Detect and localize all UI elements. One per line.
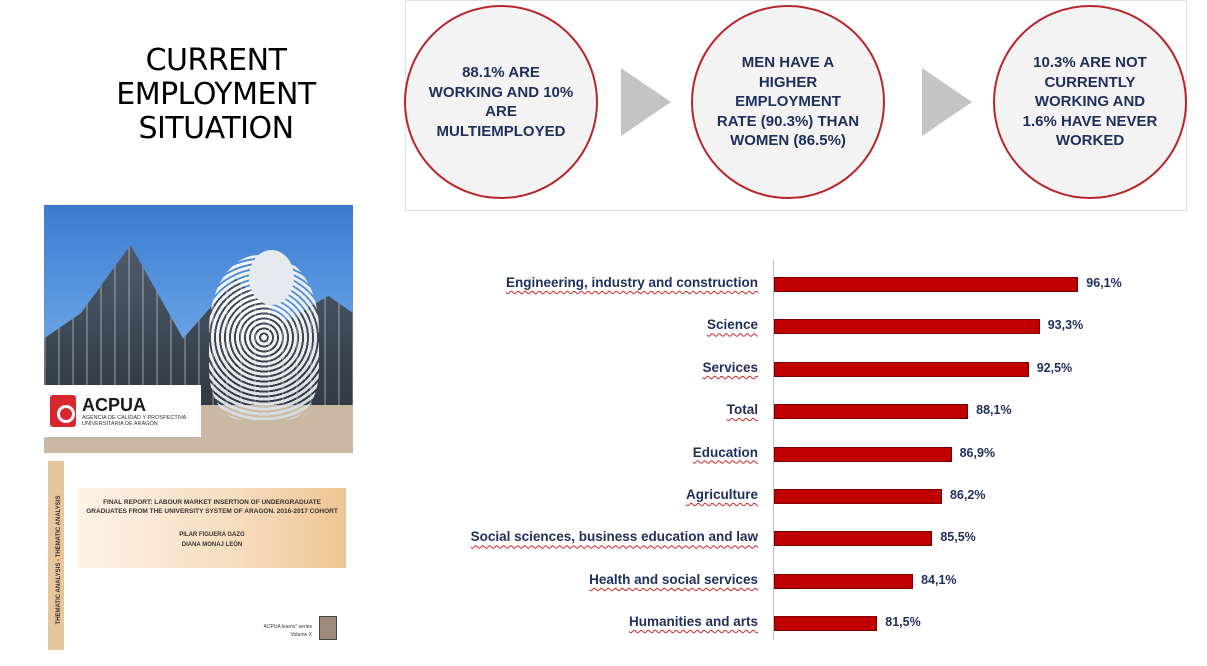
value-label: 81,5% (885, 615, 921, 630)
summary-circle-working: 88.1% ARE WORKING AND 10% ARE MULTIEMPLO… (404, 5, 598, 199)
value-label: 86,2% (949, 488, 986, 502)
acpua-logo: ACPUA AGENCIA DE CALIDAD Y PROSPECTIVA U… (44, 385, 201, 437)
cover-lower: THEMATIC ANALYSIS - THEMATIC ANALYSIS FI… (44, 453, 353, 650)
title-line-2: EMPLOYMENT (116, 77, 316, 112)
summary-text-working: 88.1% ARE WORKING AND 10% ARE MULTIEMPLO… (428, 64, 574, 140)
value-label: 96,1% (1086, 276, 1122, 290)
value-label: 85,5% (940, 530, 976, 545)
logo-subtitle: AGENCIA DE CALIDAD Y PROSPECTIVA UNIVERS… (82, 415, 186, 427)
bar (774, 489, 942, 504)
category-label: Education (692, 444, 758, 460)
bar (774, 404, 969, 420)
category-label: Total (726, 402, 758, 418)
summary-circle-not-working: 10.3% ARE NOT CURRENTLY WORKING AND 1.6%… (993, 5, 1187, 199)
summary-text-gender: MEN HAVE A HIGHER EMPLOYMENT RATE (90.3%… (716, 54, 860, 150)
category-label: Engineering, industry and construction (505, 275, 758, 290)
report-author-1: PILAR FIGUERA GAZO (179, 532, 245, 538)
value-label: 93,3% (1047, 318, 1084, 333)
series-label: ACPUA learns" series Volume X (254, 623, 312, 639)
logo-name: ACPUA (82, 395, 147, 415)
report-title: FINAL REPORT: LABOUR MARKET INSERTION OF… (86, 499, 338, 515)
series-line-1: ACPUA learns" series (263, 624, 312, 630)
report-cover: ACPUA AGENCIA DE CALIDAD Y PROSPECTIVA U… (44, 205, 353, 650)
value-label: 92,5% (1036, 360, 1073, 375)
report-title-box: FINAL REPORT: LABOUR MARKET INSERTION OF… (78, 488, 346, 568)
value-label: 86,9% (959, 445, 996, 460)
summary-circle-gender: MEN HAVE A HIGHER EMPLOYMENT RATE (90.3%… (691, 5, 885, 199)
arrow-right-icon (922, 68, 972, 136)
series-line-2: Volume X (290, 632, 312, 638)
category-label: Health and social services (589, 571, 758, 587)
bar (774, 531, 933, 547)
bar (774, 446, 952, 462)
arrow-right-icon (621, 68, 671, 136)
value-label: 88,1% (976, 403, 1012, 418)
value-label: 84,1% (921, 572, 957, 587)
cover-photo: ACPUA AGENCIA DE CALIDAD Y PROSPECTIVA U… (44, 205, 353, 453)
category-label: Services (702, 359, 758, 375)
category-label: Social sciences, business education and … (470, 529, 758, 545)
statue-head-graphic (249, 250, 294, 305)
report-author-2: DIANA MONAJ LEÓN (181, 542, 243, 548)
bar (774, 616, 878, 632)
summary-text-not-working: 10.3% ARE NOT CURRENTLY WORKING AND 1.6%… (1022, 54, 1158, 150)
spine-text: THEMATIC ANALYSIS - THEMATIC ANALYSIS (56, 495, 62, 625)
acpua-logo-icon (50, 395, 76, 427)
title-line-3: SITUATION (138, 111, 294, 146)
bar (774, 573, 914, 589)
page-title: CURRENT EMPLOYMENT SITUATION (85, 44, 347, 146)
bar (774, 319, 1040, 335)
category-label: Agriculture (685, 487, 758, 502)
bar (774, 277, 1079, 292)
employment-bar-chart: Engineering, industry and construction 96… (400, 260, 1190, 655)
category-label: Science (706, 317, 758, 333)
category-axis (773, 260, 774, 640)
title-line-1: CURRENT (145, 43, 287, 78)
bar (774, 361, 1029, 377)
cover-spine: THEMATIC ANALYSIS - THEMATIC ANALYSIS (48, 461, 64, 650)
category-label: Humanities and arts (628, 614, 758, 630)
series-icon (319, 616, 337, 640)
